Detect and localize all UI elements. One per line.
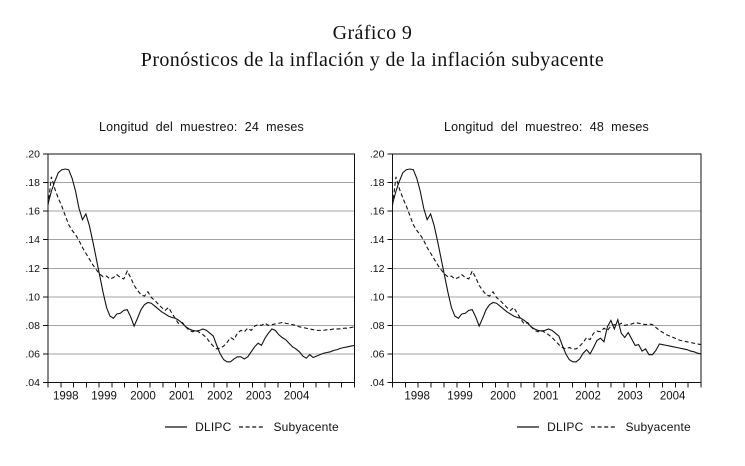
- y-tick-label: .12: [25, 263, 40, 275]
- legend-label-dlipc: DLIPC: [547, 420, 584, 434]
- x-tick-label: 2004: [284, 391, 310, 403]
- right-chart-title: Longitud del muestreo: 48 meses: [443, 120, 650, 134]
- series-dlipc: [47, 168, 355, 363]
- x-tick-label: 2001: [533, 391, 559, 403]
- y-tick-label: .10: [25, 291, 40, 303]
- dashed-line-sample: [591, 425, 618, 429]
- solid-line-sample: [165, 425, 188, 429]
- y-tick-label: .18: [25, 177, 40, 189]
- y-tick-label: .10: [370, 291, 385, 303]
- x-tick-label: 1999: [91, 391, 117, 403]
- x-tick-label: 1999: [447, 391, 473, 403]
- x-tick-label: 2003: [617, 391, 643, 403]
- y-tick-label: .12: [370, 263, 385, 275]
- y-tick-label: .20: [25, 149, 40, 161]
- legend-label-dlipc: DLIPC: [195, 420, 232, 434]
- figure-main-title: Pronósticos de la inflación y de la infl…: [140, 49, 605, 71]
- y-tick-label: .18: [370, 177, 385, 189]
- solid-line-sample: [517, 425, 540, 429]
- y-tick-label: .20: [370, 149, 385, 161]
- x-tick-label: 2001: [169, 391, 195, 403]
- y-tick-label: .06: [25, 348, 40, 360]
- series-subyacente: [47, 176, 355, 350]
- y-tick-label: .16: [370, 206, 385, 218]
- y-tick-label: .14: [370, 234, 385, 246]
- x-tick-label: 2004: [660, 391, 686, 403]
- legend-label-subyacente: Subyacente: [273, 420, 339, 434]
- y-tick-label: .14: [25, 234, 40, 246]
- left-chart-legend: DLIPC Subyacente: [108, 419, 396, 435]
- x-tick-label: 1998: [53, 391, 79, 403]
- y-tick-label: .08: [25, 320, 40, 332]
- series-subyacente: [391, 176, 702, 350]
- y-tick-label: .06: [370, 348, 385, 360]
- y-tick-label: .08: [370, 320, 385, 332]
- x-tick-label: 2002: [207, 391, 233, 403]
- x-tick-label: 2000: [130, 391, 156, 403]
- right-chart-legend: DLIPC Subyacente: [460, 419, 745, 435]
- left-chart-title: Longitud del muestreo: 24 meses: [98, 120, 305, 134]
- x-tick-label: 2003: [246, 391, 272, 403]
- x-tick-label: 2000: [490, 391, 516, 403]
- y-tick-label: .16: [25, 206, 40, 218]
- figure-number: Gráfico 9: [332, 22, 413, 44]
- x-tick-label: 1998: [404, 391, 430, 403]
- legend-label-subyacente: Subyacente: [625, 420, 691, 434]
- dashed-line-sample: [239, 425, 266, 429]
- y-tick-label: .04: [25, 377, 40, 389]
- y-tick-label: .04: [370, 377, 385, 389]
- x-tick-label: 2002: [575, 391, 601, 403]
- series-dlipc: [391, 168, 702, 363]
